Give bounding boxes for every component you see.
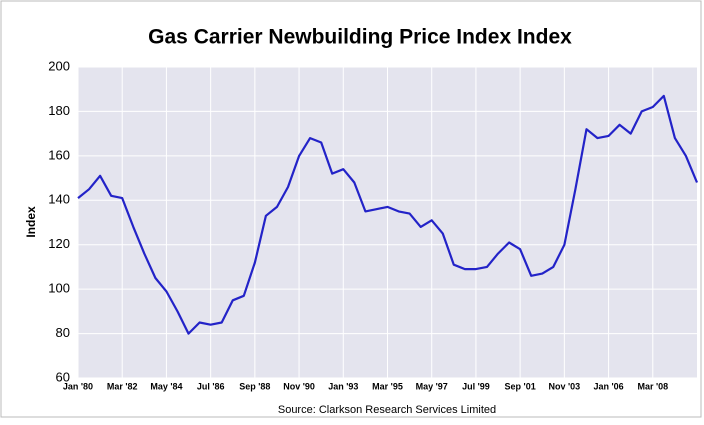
data-line: [77, 94, 699, 335]
x-tick-label: Sep '01: [505, 381, 536, 391]
x-tick-label: Jul '86: [197, 381, 225, 391]
x-tick-label: Mar '95: [372, 381, 403, 391]
y-tick-label: 140: [48, 192, 70, 207]
source-note: Source: Clarkson Research Services Limit…: [278, 404, 496, 416]
y-tick-label: 160: [48, 147, 70, 162]
y-tick-label: 100: [48, 281, 70, 296]
x-tick-label: Jul '99: [462, 381, 490, 391]
x-tick-label: Mar '82: [107, 381, 138, 391]
x-tick-label: Nov '90: [283, 381, 315, 391]
y-tick-label: 180: [48, 103, 70, 118]
y-tick-label: 60: [56, 369, 70, 384]
x-tick-label: Mar '08: [637, 381, 668, 391]
x-tick-label: Jan '93: [328, 381, 358, 391]
x-tick-label: May '97: [416, 381, 448, 391]
x-tick-label: May '84: [150, 381, 182, 391]
chart-title: Gas Carrier Newbuilding Price Index Inde…: [148, 26, 572, 49]
x-tick-label: Jan '06: [593, 381, 623, 391]
x-tick-label: Sep '88: [239, 381, 270, 391]
y-tick-label: 80: [56, 325, 70, 340]
y-tick-label: 200: [48, 58, 70, 73]
y-tick-label: 120: [48, 236, 70, 251]
x-tick-label: Jan '80: [63, 381, 93, 391]
x-tick-label: Nov '03: [549, 381, 581, 391]
y-axis-label: Index: [24, 206, 38, 238]
